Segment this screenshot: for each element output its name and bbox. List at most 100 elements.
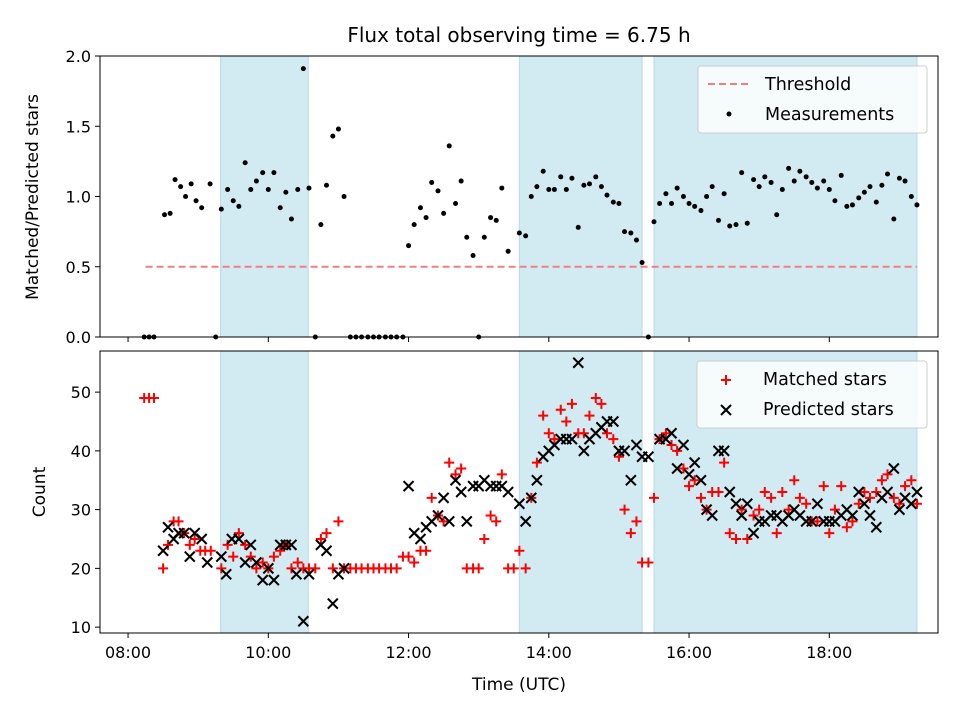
x-tick-label: 10:00 — [245, 643, 291, 662]
predicted-star-point — [201, 556, 213, 569]
predicted-star-point — [245, 539, 257, 551]
predicted-star-point — [437, 492, 450, 504]
matched-star-point — [859, 487, 870, 497]
x-tick-label: 18:00 — [806, 643, 852, 662]
matched-star-point — [596, 398, 607, 409]
measurement-point — [505, 248, 511, 254]
measurement-point — [879, 182, 885, 188]
measurement-point — [709, 184, 715, 190]
bottom-x-ticks: 08:00 10:00 12:00 14:00 16:00 18:00 — [105, 633, 852, 662]
matched-star-point — [613, 451, 624, 462]
measurement-point — [207, 181, 213, 187]
matched-star-point — [485, 510, 496, 521]
matched-legend-marker — [721, 375, 731, 385]
predicted-star-point — [735, 509, 748, 522]
measurement-point — [260, 170, 266, 176]
predicted-star-point — [262, 562, 275, 575]
predicted-star-point — [519, 515, 532, 528]
matched-star-point — [836, 481, 847, 492]
measurement-point — [891, 216, 897, 222]
predicted-star-point — [268, 574, 280, 586]
predicted-star-point — [864, 509, 876, 522]
matched-star-point — [450, 469, 461, 480]
measurement-point — [581, 182, 587, 188]
measurement-point — [873, 199, 879, 205]
predicted-star-point — [195, 533, 208, 545]
predicted-star-point — [911, 486, 923, 498]
matched-star-point — [789, 475, 800, 486]
matched-star-point — [184, 539, 195, 550]
measurement-point — [236, 203, 242, 209]
measurement-point — [674, 185, 680, 191]
matched-stars-points — [139, 393, 922, 574]
predicted-star-point — [695, 474, 707, 486]
matched-star-point — [251, 563, 262, 574]
measurement-point — [417, 205, 423, 211]
predicted-legend-marker — [720, 404, 732, 416]
matched-star-point — [619, 504, 630, 515]
measurement-point — [633, 237, 639, 243]
measurement-point — [861, 189, 867, 195]
shaded-interval — [518, 55, 643, 338]
matched-star-point — [233, 528, 244, 539]
measurement-point — [551, 186, 557, 192]
matched-star-point — [409, 557, 420, 568]
predicted-star-point — [215, 550, 228, 563]
matched-star-point — [205, 545, 216, 556]
measurement-point — [277, 205, 283, 211]
measurement-point — [914, 202, 920, 208]
matched-star-point — [584, 410, 595, 421]
measurement-point — [546, 186, 552, 192]
measurement-point — [821, 178, 827, 184]
matched-star-point — [853, 498, 864, 509]
matched-star-point — [847, 516, 858, 527]
predicted-star-point — [513, 498, 526, 510]
predicted-star-point — [630, 439, 643, 451]
bottom-legend: Matched stars Predicted stars — [696, 360, 928, 429]
measurement-point — [727, 223, 733, 229]
predicted-star-point — [449, 474, 462, 486]
measurement-point — [774, 212, 780, 218]
measurement-point — [786, 165, 792, 171]
matched-star-point — [391, 563, 402, 574]
matched-star-point — [801, 498, 812, 509]
measurement-point — [242, 160, 248, 166]
matched-star-point — [864, 492, 875, 503]
measurement-point — [199, 205, 205, 211]
matched-star-point — [479, 534, 490, 544]
x-tick-label: 12:00 — [385, 643, 431, 662]
predicted-star-point — [461, 515, 473, 528]
predicted-star-point — [853, 486, 865, 498]
matched-star-point — [841, 522, 852, 533]
matched-star-point — [189, 534, 200, 544]
measurement-point — [563, 186, 569, 192]
matched-star-point — [876, 475, 887, 486]
matched-star-point — [561, 416, 572, 427]
shaded-interval — [220, 55, 309, 338]
predicted-star-point — [502, 486, 514, 498]
matched-star-point — [257, 557, 268, 568]
matched-star-point — [240, 539, 251, 550]
matched-star-point — [173, 516, 184, 527]
predicted-star-point — [671, 462, 683, 475]
bottom-y-axis-label: Count — [30, 466, 50, 517]
measurement-point — [193, 198, 199, 204]
predicted-star-point — [905, 498, 918, 510]
predicted-star-point — [297, 615, 310, 627]
predicted-star-point — [683, 468, 695, 481]
measurements-legend-label: Measurements — [765, 105, 894, 125]
measurement-point — [464, 234, 470, 240]
measurement-point — [716, 217, 722, 223]
predicted-star-point — [747, 527, 760, 539]
predicted-star-point — [893, 503, 906, 516]
matched-star-point — [158, 563, 169, 574]
matched-star-point — [456, 463, 467, 474]
measurement-point — [908, 194, 914, 199]
predicted-star-point — [718, 445, 730, 457]
matched-star-point — [625, 528, 636, 539]
bottom-legend-box — [696, 360, 928, 429]
measurement-point — [335, 126, 341, 132]
measurement-point — [657, 201, 663, 207]
matched-star-point — [531, 457, 542, 468]
predicted-star-point — [402, 480, 415, 492]
